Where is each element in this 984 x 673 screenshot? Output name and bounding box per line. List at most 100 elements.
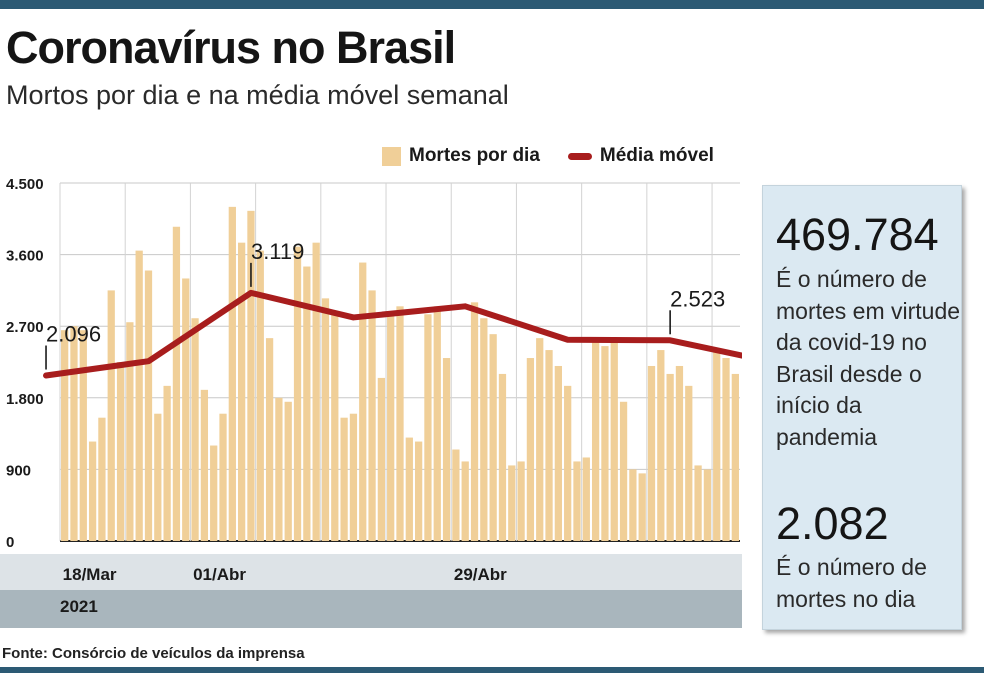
daily-deaths-bar	[545, 350, 553, 541]
daily-deaths-bar	[293, 246, 302, 541]
daily-deaths-bar	[554, 365, 562, 541]
daily-deaths-bar	[349, 413, 358, 541]
daily-deaths-bar	[247, 210, 255, 541]
chart-plot: 09001.8002.7003.6004.5002.0963.1192.5231…	[6, 176, 742, 551]
daily-deaths-bar	[498, 373, 507, 541]
daily-deaths-bar	[275, 397, 283, 541]
daily-deaths-bar	[694, 465, 702, 541]
y-tick-label: 900	[6, 462, 31, 479]
chart-subtitle: Mortos por dia e na média móvel semanal	[6, 80, 509, 110]
daily-deaths-bar	[414, 441, 423, 541]
daily-deaths-bar	[722, 358, 730, 541]
x-tick-label: 29/Abr	[453, 565, 507, 584]
daily-deaths-bar	[331, 314, 339, 541]
daily-deaths-bar	[685, 385, 693, 541]
daily-deaths-bar	[191, 318, 199, 541]
year-band	[0, 590, 742, 628]
daily-deaths-bar	[144, 270, 153, 541]
daily-deaths-bar	[396, 306, 404, 541]
x-tick-label: 18/Mar	[62, 565, 117, 584]
daily-deaths-bar	[154, 413, 162, 541]
daily-deaths-bar	[536, 338, 544, 541]
daily-deaths-bar	[480, 318, 488, 541]
year-label: 2021	[60, 597, 98, 616]
legend-line-label: Média móvel	[599, 145, 714, 166]
daily-deaths-bar	[638, 473, 646, 541]
legend-bar-swatch	[382, 146, 401, 166]
y-tick-label: 2.700	[6, 319, 44, 336]
daily-deaths-bar	[256, 250, 264, 541]
daily-deaths-bar	[591, 342, 600, 541]
chart-legend: Mortes por dia Média móvel	[382, 145, 714, 167]
daily-deaths-bar	[265, 338, 274, 541]
top-accent-bar	[0, 0, 984, 9]
moving-average-line	[43, 289, 742, 379]
chart-title: Coronavírus no Brasil	[6, 22, 456, 73]
daily-deaths-bar	[405, 437, 413, 541]
legend-line-swatch	[567, 152, 592, 160]
daily-deaths-bar	[340, 417, 348, 541]
daily-deaths-bar	[629, 469, 637, 541]
daily-deaths-bar	[116, 362, 125, 541]
daily-deaths-bar	[359, 262, 367, 541]
day-deaths-caption: É o número de mortes no dia	[776, 554, 927, 612]
daily-deaths-bar	[713, 350, 721, 541]
daily-deaths-bar	[172, 226, 181, 541]
y-tick-label: 3.600	[6, 248, 44, 265]
daily-deaths-bar	[135, 250, 143, 541]
daily-deaths-bar	[470, 302, 479, 541]
daily-deaths-bar	[675, 365, 684, 541]
daily-deaths-bar	[368, 290, 376, 541]
daily-deaths-bar	[107, 290, 115, 541]
daily-deaths-bar	[601, 346, 609, 541]
annotation-label: 2.523	[670, 286, 725, 311]
daily-deaths-bar	[424, 314, 432, 541]
daily-deaths-bar	[703, 469, 712, 541]
daily-deaths-bar	[98, 417, 106, 541]
y-tick-label: 1.800	[6, 391, 44, 408]
daily-deaths-bar	[312, 242, 320, 541]
daily-deaths-bar	[582, 457, 590, 541]
daily-deaths-bar	[489, 334, 497, 541]
date-axis-band	[0, 554, 742, 590]
daily-deaths-bar	[219, 413, 227, 541]
daily-deaths-bar	[387, 314, 395, 541]
daily-deaths-bar	[657, 350, 665, 541]
daily-deaths-bar	[303, 266, 311, 541]
daily-deaths-bar	[452, 449, 460, 541]
info-box: 469.784 É o número de mortes em virtude …	[762, 185, 962, 630]
daily-deaths-bar	[210, 445, 218, 541]
daily-deaths-bar	[666, 373, 674, 541]
daily-deaths-bar	[442, 358, 451, 541]
daily-deaths-bar	[70, 326, 78, 541]
daily-deaths-bar	[377, 377, 386, 541]
daily-deaths-bar	[647, 365, 656, 541]
day-deaths-value: 2.082	[776, 498, 889, 549]
daily-deaths-bar	[610, 342, 618, 541]
total-deaths-caption: É o número de mortes em virtude da covid…	[776, 266, 961, 450]
legend-bars-label: Mortes por dia	[409, 145, 540, 166]
daily-deaths-bar	[619, 401, 628, 541]
daily-deaths-bar	[284, 401, 292, 541]
daily-deaths-bar	[564, 385, 572, 541]
daily-deaths-bar	[61, 330, 69, 541]
daily-deaths-bar	[238, 242, 246, 541]
y-tick-label: 0	[6, 534, 14, 551]
daily-deaths-bar	[731, 373, 739, 541]
daily-deaths-bar	[88, 441, 97, 541]
daily-deaths-bar	[517, 461, 525, 541]
daily-deaths-bar	[526, 358, 535, 541]
daily-deaths-bar	[163, 385, 171, 541]
bottom-accent-bar	[0, 667, 984, 673]
total-deaths-value: 469.784	[776, 209, 939, 260]
daily-deaths-bar	[508, 465, 516, 541]
daily-deaths-bar	[79, 330, 87, 541]
annotation-label: 2.096	[46, 322, 101, 347]
daily-deaths-bar	[200, 389, 209, 541]
daily-deaths-bar	[461, 461, 469, 541]
daily-deaths-bar	[433, 306, 441, 541]
daily-deaths-bar	[228, 206, 236, 541]
source-note: Fonte: Consórcio de veículos da imprensa	[2, 645, 305, 662]
x-tick-label: 01/Abr	[193, 565, 246, 584]
daily-deaths-bar	[573, 461, 581, 541]
